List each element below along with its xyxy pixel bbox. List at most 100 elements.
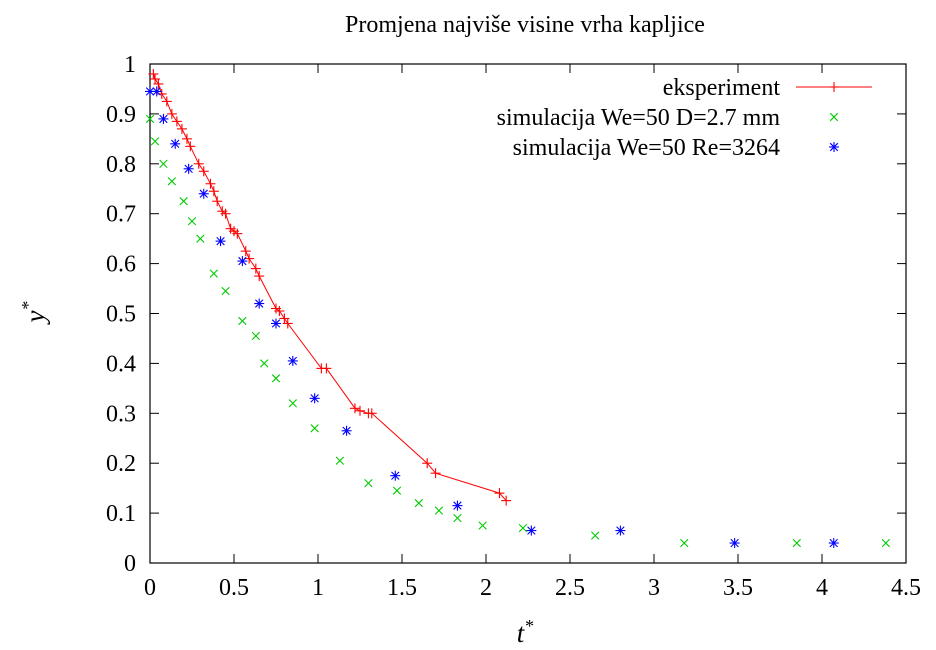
y-axis-title: y*	[18, 302, 50, 326]
legend-label: eksperiment	[663, 75, 781, 101]
data-point	[167, 177, 177, 186]
x-tick-label: 3	[648, 575, 660, 601]
data-point	[366, 408, 377, 419]
data-point	[193, 158, 204, 169]
data-point	[179, 197, 188, 206]
data-point	[321, 363, 332, 374]
x-tick-label: 0.5	[219, 575, 249, 601]
y-tick-label: 0.6	[106, 252, 136, 278]
data-point	[260, 359, 269, 368]
data-point	[187, 216, 197, 226]
y-tick-label: 1	[124, 52, 136, 78]
data-point	[501, 495, 512, 506]
data-point	[881, 538, 891, 548]
data-point	[232, 228, 243, 239]
data-point	[287, 355, 298, 366]
x-tick-label: 4	[816, 575, 828, 601]
x-tick-label: 3.5	[723, 575, 753, 601]
data-point	[170, 138, 181, 149]
data-point	[828, 538, 839, 549]
data-point	[150, 137, 160, 146]
axis-ticks: 0 0.5 1 1.5 2 2.5 3 3.5 4 4.5 0 0.1 0.2 0.3 0.4 0.5 0.6 0…	[106, 52, 921, 601]
y-tick-label: 0.1	[106, 501, 136, 527]
data-point	[254, 271, 265, 282]
y-axis-title-superscript: *	[18, 302, 38, 311]
data-point	[680, 538, 689, 548]
data-point	[434, 506, 444, 515]
data-point	[240, 246, 251, 257]
data-point	[176, 123, 187, 134]
y-tick-label: 0.5	[106, 302, 136, 328]
data-point	[494, 488, 505, 499]
data-point	[183, 163, 194, 174]
data-point	[244, 253, 255, 264]
series-line	[152, 73, 507, 501]
data-point	[729, 538, 740, 549]
data-point	[478, 521, 487, 530]
x-tick-label: 2.5	[555, 575, 585, 601]
data-point	[159, 159, 168, 168]
data-point	[171, 116, 182, 127]
data-point	[198, 166, 209, 177]
data-point	[414, 498, 423, 508]
data-point	[271, 374, 281, 383]
data-point	[453, 513, 462, 523]
legend-marker	[829, 82, 839, 92]
data-point	[151, 86, 162, 97]
data-point	[208, 186, 219, 197]
data-point	[156, 88, 167, 99]
data-point	[145, 114, 155, 124]
data-point	[221, 286, 230, 296]
data-point	[271, 318, 281, 329]
data-point	[205, 178, 216, 189]
y-tick-label: 0.4	[106, 351, 136, 377]
data-point	[212, 196, 223, 207]
x-tick-label: 2	[480, 575, 492, 601]
data-point	[288, 399, 297, 408]
data-point	[166, 108, 177, 119]
data-point	[526, 525, 537, 536]
data-point	[251, 331, 261, 341]
data-point	[282, 318, 293, 329]
data-point	[430, 468, 441, 479]
x-axis-title-superscript: *	[524, 616, 533, 636]
data-point	[274, 306, 285, 317]
data-point	[238, 316, 247, 326]
x-tick-label: 1	[312, 575, 324, 601]
x-tick-label: 0	[144, 575, 156, 601]
data-point	[254, 298, 265, 309]
y-tick-label: 0.7	[106, 202, 136, 228]
chart-title: Promjena najviše visine vrha kapljice	[345, 12, 705, 38]
data-point	[615, 525, 626, 536]
series-2	[145, 114, 891, 548]
y-tick-label: 0.9	[106, 102, 136, 128]
data-point	[198, 188, 209, 199]
data-series	[145, 68, 891, 549]
legend-marker	[829, 112, 839, 122]
data-point	[153, 78, 164, 89]
legend-marker	[829, 142, 839, 152]
data-point	[237, 256, 248, 267]
legend-label: simulacija We=50 D=2.7 mm	[497, 105, 781, 131]
data-point	[364, 478, 373, 488]
data-point	[215, 236, 226, 247]
data-point	[390, 470, 401, 481]
data-point	[591, 531, 600, 540]
data-point	[196, 234, 205, 243]
y-tick-label: 0.3	[106, 401, 136, 427]
series-1	[148, 68, 512, 506]
data-point	[310, 424, 319, 433]
data-point	[392, 486, 402, 495]
data-point	[158, 113, 169, 124]
x-tick-label: 1.5	[387, 575, 417, 601]
x-axis-title: t*	[517, 616, 534, 648]
data-point	[185, 141, 196, 152]
data-point	[792, 538, 801, 548]
legend: eksperiment simulacija We=50 D=2.7 mm simu…	[497, 75, 872, 161]
data-point	[452, 500, 463, 511]
data-point	[341, 425, 352, 436]
x-tick-label: 4.5	[891, 575, 921, 601]
data-point	[250, 263, 261, 274]
data-point	[349, 403, 360, 414]
